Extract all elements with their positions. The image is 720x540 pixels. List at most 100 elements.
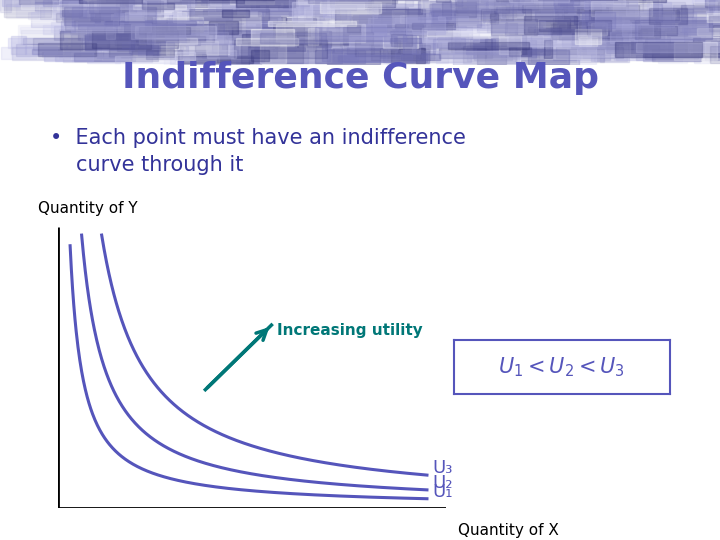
Bar [91, 0, 135, 3]
Bar [271, 11, 295, 16]
Bar [63, 52, 152, 62]
Bar [406, 36, 446, 40]
Bar [145, 19, 203, 24]
Bar [166, 18, 240, 33]
Bar [473, 39, 536, 58]
Bar [119, 31, 207, 39]
Bar [451, 5, 511, 20]
Bar [526, 26, 542, 31]
Bar [148, 1, 228, 5]
Bar [338, 55, 412, 62]
Bar [515, 30, 585, 49]
Bar [523, 16, 577, 34]
Bar [122, 14, 155, 21]
Bar [413, 46, 420, 53]
Bar [694, 48, 708, 63]
Bar [350, 37, 398, 49]
Bar [266, 36, 315, 46]
Bar [240, 0, 249, 14]
Bar [122, 42, 174, 49]
Bar [366, 6, 408, 12]
Bar [106, 0, 196, 2]
Bar [500, 35, 544, 47]
Bar [131, 35, 158, 54]
Text: Quantity of Y: Quantity of Y [38, 200, 138, 215]
Bar [470, 0, 491, 2]
Bar [6, 4, 37, 18]
Bar [93, 29, 143, 40]
Bar [610, 24, 637, 43]
Bar [390, 31, 435, 49]
Bar [716, 0, 720, 4]
Bar [577, 29, 647, 44]
Bar [115, 39, 200, 45]
Bar [315, 50, 366, 63]
Bar [449, 42, 529, 49]
Text: Indifference Curve Map: Indifference Curve Map [122, 62, 598, 95]
Bar [143, 3, 174, 9]
Bar [422, 29, 480, 42]
Bar [251, 31, 274, 48]
Bar [232, 26, 321, 44]
Bar [91, 31, 178, 48]
Bar [577, 47, 596, 64]
Bar [186, 37, 266, 53]
Bar [456, 36, 531, 53]
Bar [558, 0, 579, 5]
Bar [665, 14, 719, 31]
Bar [693, 3, 707, 11]
Bar [348, 0, 397, 1]
Bar [21, 0, 36, 1]
Bar [349, 35, 396, 46]
Bar [503, 0, 533, 2]
Bar [622, 28, 639, 40]
Bar [516, 0, 523, 1]
Bar [626, 0, 644, 11]
Bar [390, 38, 421, 43]
Bar [678, 9, 693, 17]
Bar [42, 25, 113, 34]
Bar [692, 0, 720, 3]
Bar [143, 18, 177, 37]
Bar [300, 1, 377, 18]
Bar [379, 48, 424, 58]
Bar [455, 0, 462, 6]
Bar [225, 36, 315, 45]
Bar [507, 35, 592, 46]
Bar [116, 0, 148, 15]
Bar [14, 0, 30, 6]
Bar [481, 9, 531, 19]
Bar [55, 57, 135, 62]
Bar [130, 35, 153, 52]
Bar [209, 1, 234, 8]
Bar [395, 24, 423, 29]
Bar [556, 46, 624, 58]
Bar [395, 13, 438, 25]
Bar [391, 34, 412, 46]
Bar [222, 21, 288, 31]
Bar [429, 4, 505, 18]
Bar [266, 10, 328, 16]
Bar [454, 8, 531, 12]
Bar [683, 59, 720, 64]
Bar [562, 37, 584, 46]
Bar [327, 23, 409, 42]
Bar [506, 7, 599, 25]
Bar [112, 16, 189, 33]
Bar [89, 32, 145, 39]
Bar [118, 55, 169, 64]
Bar [248, 42, 279, 47]
Bar [595, 33, 684, 50]
Bar [206, 39, 228, 54]
Bar [347, 25, 360, 31]
Bar [673, 8, 720, 12]
Bar [123, 5, 201, 19]
Bar [238, 44, 254, 55]
Bar [253, 0, 324, 2]
Bar [494, 14, 508, 19]
Bar [203, 9, 214, 12]
Bar [188, 0, 255, 9]
Bar [228, 38, 312, 56]
Bar [426, 14, 480, 31]
Bar [467, 45, 517, 62]
